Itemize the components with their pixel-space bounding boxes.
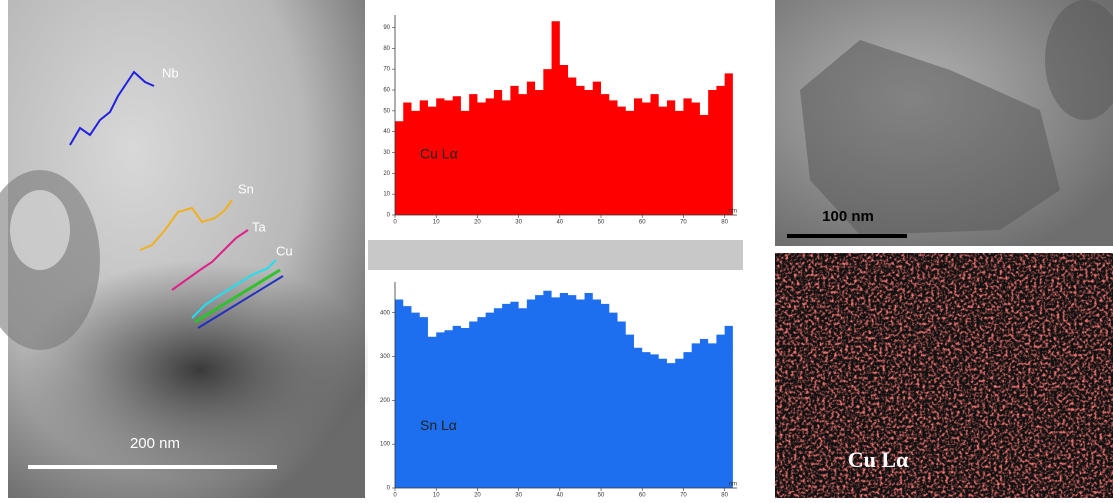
x-axis-label: nm bbox=[729, 482, 737, 488]
scale-label: 100 nm bbox=[822, 208, 874, 225]
dark-grain bbox=[20, 260, 380, 480]
y-tick-label: 0 bbox=[387, 486, 391, 492]
x-tick-label: 60 bbox=[639, 220, 646, 226]
dark-grain bbox=[1045, 0, 1113, 120]
y-tick-label: 300 bbox=[380, 354, 391, 360]
dark-grain bbox=[800, 40, 1060, 235]
chart-label: Cu Lα bbox=[420, 146, 458, 162]
y-tick-label: 80 bbox=[383, 46, 390, 52]
x-tick-label: 50 bbox=[598, 493, 605, 498]
y-tick-label: 50 bbox=[383, 108, 390, 114]
micrograph-strip bbox=[368, 240, 743, 270]
profile-line bbox=[171, 229, 249, 291]
profile-line bbox=[139, 199, 233, 251]
y-tick-label: 40 bbox=[383, 129, 390, 135]
x-tick-label: 0 bbox=[393, 220, 397, 226]
x-tick-label: 0 bbox=[393, 493, 397, 498]
x-tick-label: 20 bbox=[474, 493, 481, 498]
profile-label: Cu bbox=[276, 243, 293, 258]
y-tick-label: 30 bbox=[383, 150, 390, 156]
x-tick-label: 50 bbox=[598, 220, 605, 226]
x-tick-label: 20 bbox=[474, 220, 481, 226]
profile-label: Nb bbox=[162, 65, 179, 80]
chart-label: Sn Lα bbox=[420, 417, 457, 433]
y-tick-label: 20 bbox=[383, 171, 390, 177]
map-label: Cu Lα bbox=[848, 447, 909, 472]
y-tick-label: 400 bbox=[380, 310, 391, 316]
profile-line bbox=[191, 259, 277, 319]
y-tick-label: 60 bbox=[383, 88, 390, 94]
profile-line bbox=[69, 70, 155, 146]
x-tick-label: 40 bbox=[556, 220, 563, 226]
x-tick-label: 30 bbox=[515, 493, 522, 498]
y-tick-label: 100 bbox=[380, 442, 391, 448]
x-tick-label: 70 bbox=[680, 493, 687, 498]
x-tick-label: 60 bbox=[639, 493, 646, 498]
profile-label: Ta bbox=[252, 219, 267, 234]
x-tick-label: 10 bbox=[433, 220, 440, 226]
x-tick-label: 40 bbox=[556, 493, 563, 498]
x-tick-label: 10 bbox=[433, 493, 440, 498]
profile-label: Sn bbox=[238, 181, 254, 196]
profile-line bbox=[194, 268, 281, 324]
area bbox=[395, 290, 733, 488]
y-tick-label: 0 bbox=[387, 213, 391, 219]
x-axis-label: nm bbox=[729, 209, 737, 215]
y-tick-label: 200 bbox=[380, 398, 391, 404]
x-tick-label: 80 bbox=[721, 493, 728, 498]
x-tick-label: 70 bbox=[680, 220, 687, 226]
y-tick-label: 10 bbox=[383, 192, 390, 198]
scale-label: 200 nm bbox=[130, 435, 180, 452]
y-tick-label: 90 bbox=[383, 25, 390, 31]
profile-line bbox=[197, 275, 284, 329]
x-tick-label: 30 bbox=[515, 220, 522, 226]
y-tick-label: 70 bbox=[383, 67, 390, 73]
bright-grain bbox=[10, 190, 70, 270]
x-tick-label: 80 bbox=[721, 220, 728, 226]
area bbox=[395, 21, 733, 215]
element-map-signal bbox=[775, 253, 1113, 498]
